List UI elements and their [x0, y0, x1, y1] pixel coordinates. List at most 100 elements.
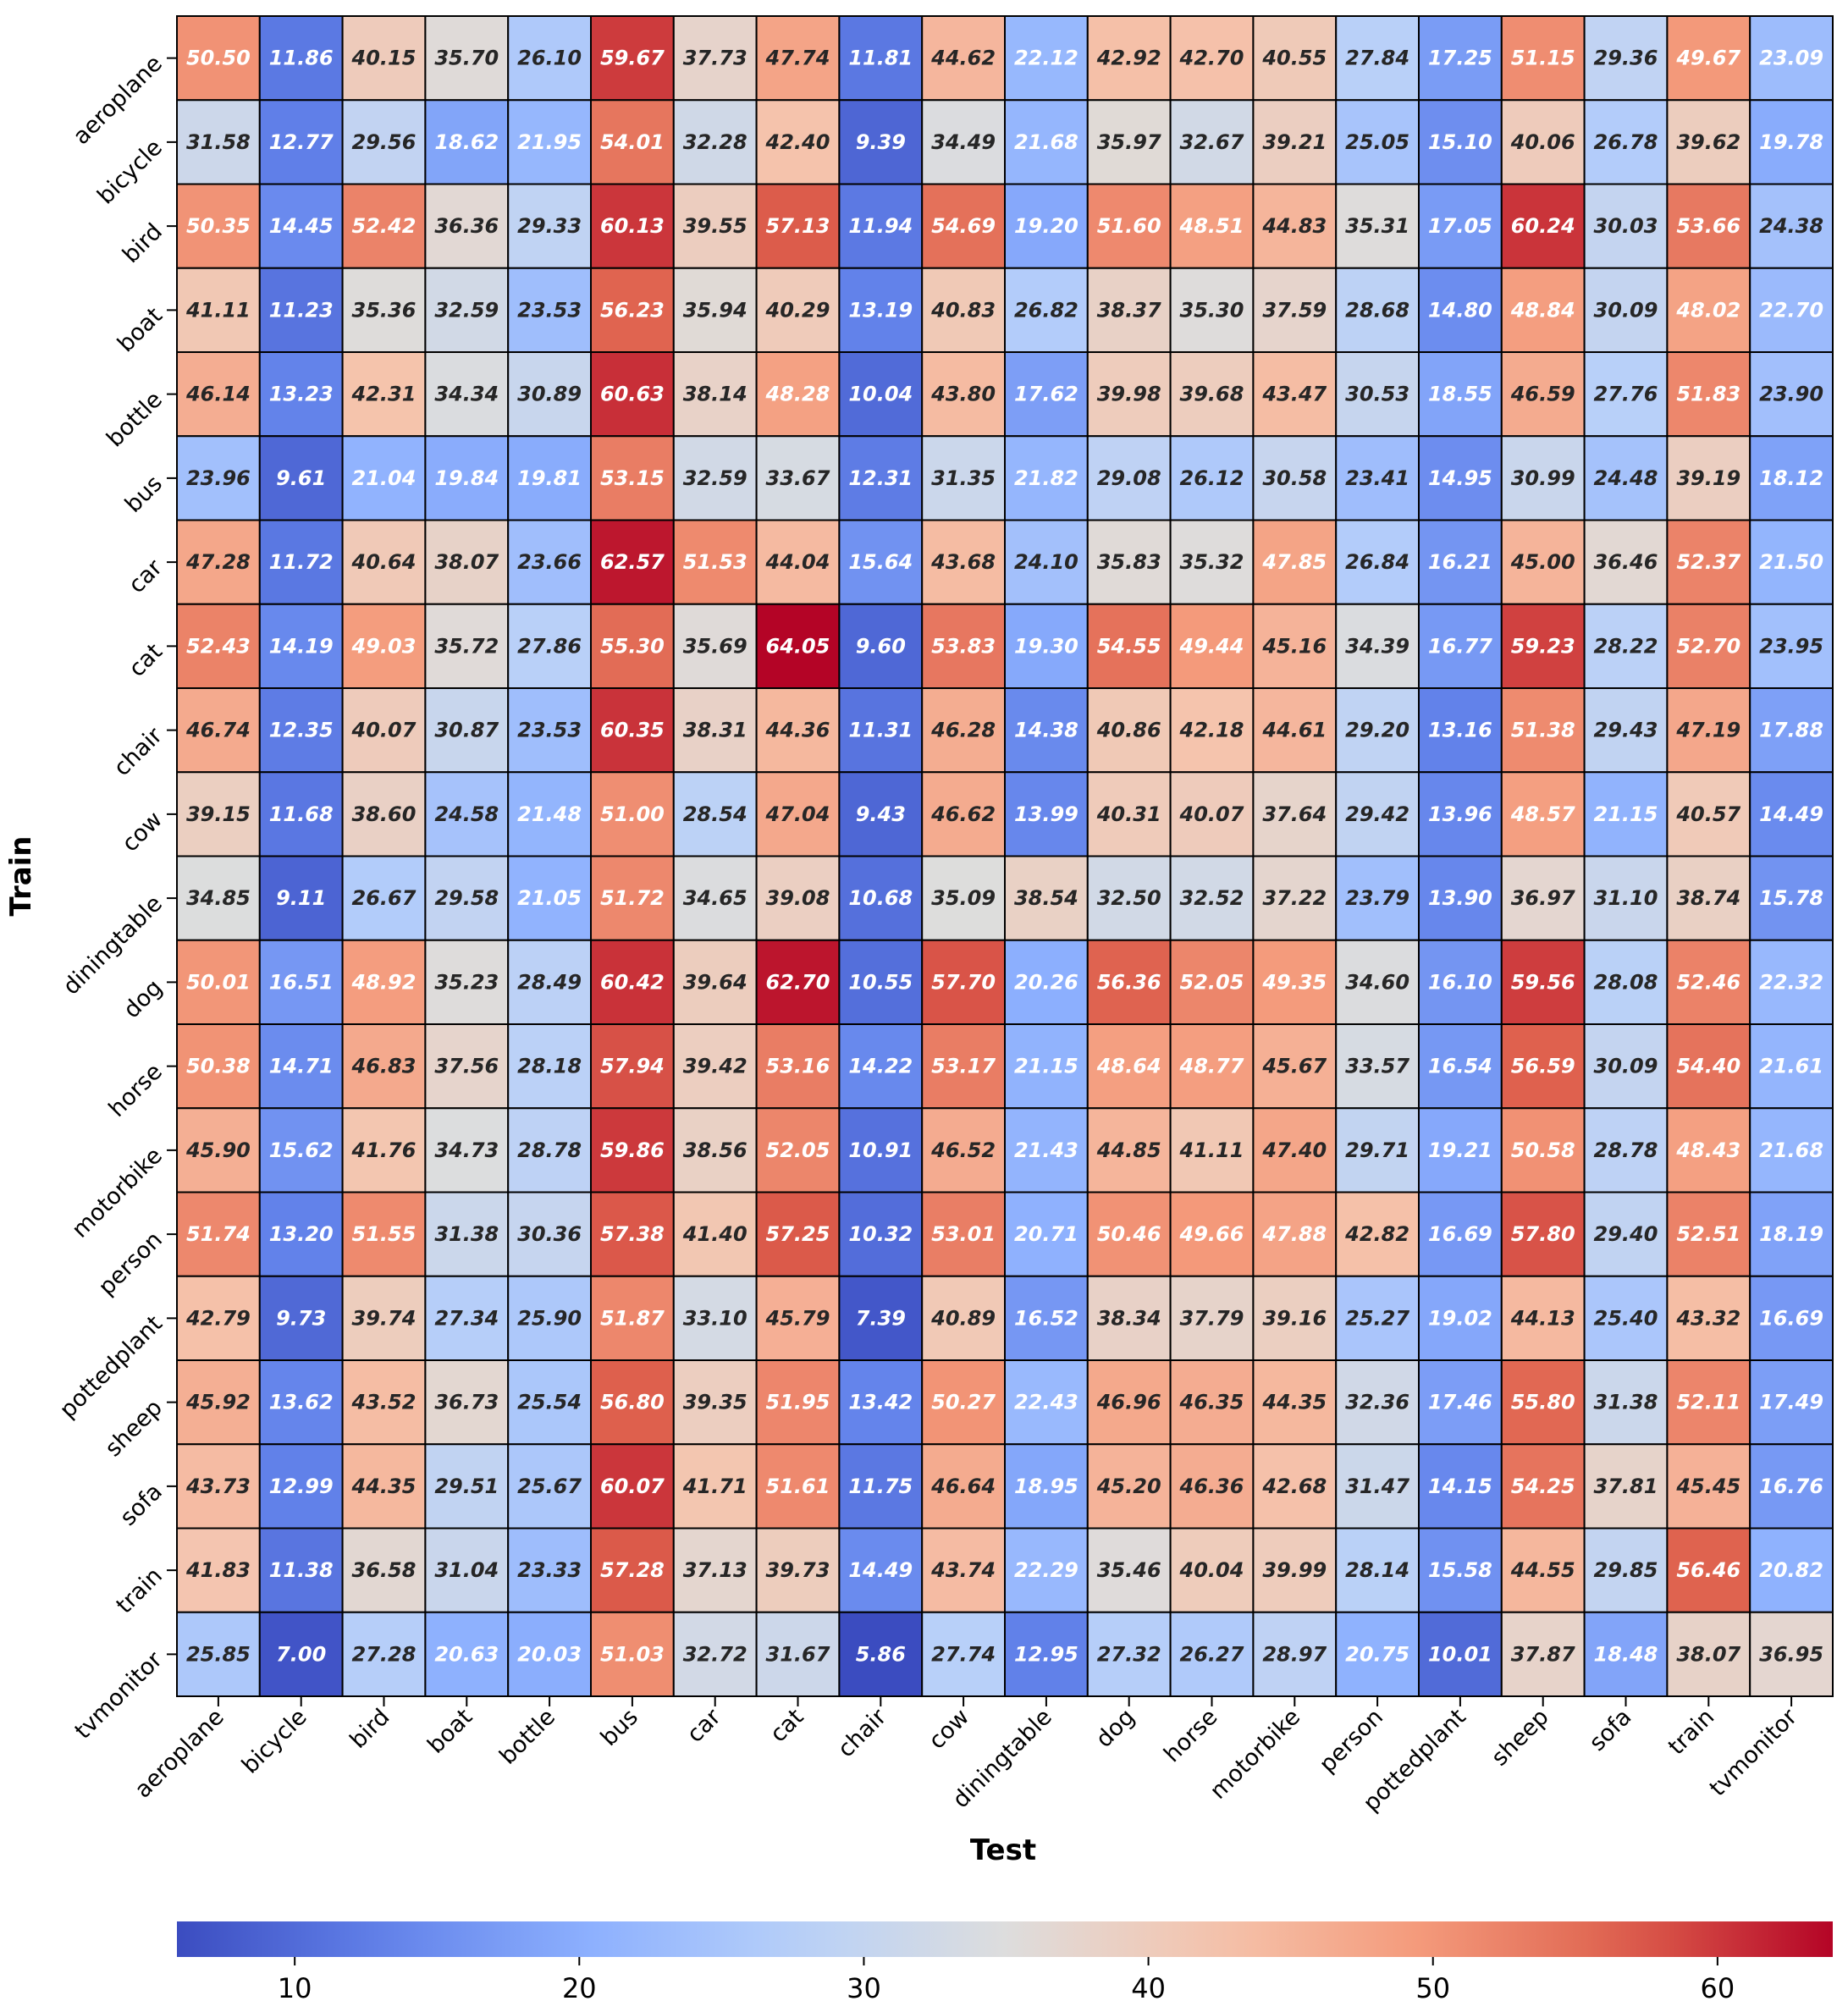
- cell-value-label: 37.64: [1262, 802, 1327, 826]
- heatmap-cell: [672, 1359, 758, 1446]
- cell-value-label: 18.95: [1014, 1475, 1078, 1498]
- heatmap-cell: [1418, 351, 1503, 438]
- heatmap-cell: [755, 1191, 841, 1277]
- cell-value-label: 19.21: [1428, 1138, 1492, 1162]
- cell-value-label: 11.31: [848, 719, 913, 742]
- cell-value-label: 9.11: [276, 886, 326, 910]
- cell-value-label: 21.15: [1594, 802, 1658, 826]
- heatmap-cell: [590, 687, 675, 774]
- cell-value-label: 46.74: [185, 719, 251, 742]
- cell-value-label: 45.45: [1675, 1475, 1740, 1498]
- cell-value-label: 48.92: [351, 970, 416, 994]
- cell-value-label: 42.40: [765, 130, 830, 154]
- cell-value-label: 48.64: [1096, 1055, 1161, 1078]
- cell-value-label: 45.16: [1261, 634, 1327, 658]
- cell-value-label: 41.40: [682, 1222, 747, 1246]
- heatmap-cell: [590, 1107, 675, 1193]
- cell-value-label: 11.38: [269, 1558, 334, 1582]
- heatmap-cell: [176, 1107, 261, 1193]
- heatmap-cell: [1335, 771, 1420, 857]
- cell-value-label: 28.08: [1594, 970, 1658, 994]
- heatmap-cell: [424, 435, 510, 521]
- heatmap-cell: [672, 519, 758, 605]
- y-tick-label: cow: [117, 807, 168, 857]
- cell-value-label: 12.77: [269, 130, 334, 154]
- cell-value-label: 14.71: [269, 1055, 334, 1078]
- heatmap-cell: [258, 435, 344, 521]
- x-tick-label: horse: [1159, 1704, 1222, 1767]
- heatmap-cell: [672, 771, 758, 857]
- cell-value-label: 57.13: [766, 214, 830, 238]
- cell-value-label: 32.59: [683, 466, 747, 490]
- cell-value-label: 39.99: [1262, 1558, 1327, 1582]
- cell-value-label: 32.72: [683, 1642, 747, 1666]
- heatmap-cell: [1583, 1275, 1669, 1361]
- x-tick-label: bird: [345, 1704, 394, 1754]
- heatmap-cell: [1666, 15, 1751, 102]
- cell-value-label: 40.55: [1261, 47, 1327, 70]
- cell-value-label: 45.67: [1261, 1055, 1327, 1078]
- cell-value-label: 50.27: [931, 1391, 996, 1414]
- cell-value-label: 31.04: [434, 1558, 499, 1582]
- heatmap-cell: [258, 99, 344, 185]
- cell-value-label: 39.08: [766, 886, 830, 910]
- cell-value-label: 20.71: [1014, 1222, 1078, 1246]
- heatmap-cell: [1749, 1191, 1834, 1277]
- cell-value-label: 50.46: [1097, 1222, 1161, 1246]
- y-tick-label: dog: [119, 974, 168, 1023]
- heatmap-cell: [838, 351, 924, 438]
- cell-value-label: 16.77: [1428, 634, 1492, 658]
- heatmap-cell: [1583, 435, 1669, 521]
- y-tick-label: bird: [118, 218, 168, 268]
- heatmap-cell: [672, 183, 758, 269]
- cell-value-label: 20.26: [1014, 970, 1078, 994]
- cell-value-label: 26.10: [517, 47, 582, 70]
- heatmap-cell: [258, 687, 344, 774]
- heatmap-cell: [341, 771, 427, 857]
- cell-value-label: 40.29: [765, 298, 830, 322]
- heatmap-cell: [1418, 603, 1503, 689]
- heatmap-cell: [838, 99, 924, 185]
- cell-value-label: 34.85: [186, 886, 251, 910]
- cell-value-label: 40.15: [351, 47, 416, 70]
- heatmap-cell: [672, 603, 758, 689]
- cell-value-label: 46.64: [930, 1475, 996, 1498]
- cell-value-label: 31.38: [434, 1222, 499, 1246]
- cell-value-label: 21.15: [1014, 1055, 1078, 1078]
- cell-value-label: 47.85: [1261, 550, 1327, 574]
- x-tick-label: bottle: [494, 1704, 560, 1770]
- cell-value-label: 23.96: [186, 466, 251, 490]
- cell-value-label: 13.20: [269, 1222, 334, 1246]
- x-tick-label: chair: [833, 1703, 892, 1762]
- cell-value-label: 30.87: [434, 719, 499, 742]
- cell-value-label: 39.16: [1262, 1306, 1327, 1330]
- cell-value-label: 38.74: [1676, 886, 1740, 910]
- cell-value-label: 12.99: [269, 1475, 334, 1498]
- cell-value-label: 29.33: [517, 214, 582, 238]
- heatmap-cell: [424, 519, 510, 605]
- cell-value-label: 10.32: [848, 1222, 913, 1246]
- cell-value-label: 60.24: [1511, 214, 1575, 238]
- cell-value-label: 21.50: [1759, 550, 1823, 574]
- cell-value-label: 20.75: [1345, 1642, 1409, 1666]
- cell-value-label: 14.49: [1759, 802, 1823, 826]
- heatmap-cell: [755, 1275, 841, 1361]
- cell-value-label: 13.16: [1428, 719, 1492, 742]
- cell-value-label: 42.70: [1179, 47, 1244, 70]
- cell-value-label: 48.51: [1179, 214, 1244, 238]
- cell-value-label: 25.05: [1345, 130, 1409, 154]
- cell-value-label: 56.59: [1511, 1055, 1575, 1078]
- cell-value-label: 11.86: [269, 47, 334, 70]
- heatmap-cell: [1749, 1107, 1834, 1193]
- cell-value-label: 39.68: [1180, 383, 1244, 406]
- cell-value-label: 29.85: [1594, 1558, 1658, 1582]
- cell-value-label: 35.83: [1097, 550, 1161, 574]
- colorbar-tick-label: 40: [1131, 1972, 1166, 2001]
- heatmap-cell: [507, 1191, 593, 1277]
- y-tick-label: chair: [109, 722, 168, 781]
- x-tick-label: person: [1315, 1704, 1388, 1778]
- heatmap-cell: [838, 1023, 924, 1110]
- heatmap-cell: [507, 1443, 593, 1530]
- cell-value-label: 39.55: [683, 214, 747, 238]
- heatmap-cell: [838, 519, 924, 605]
